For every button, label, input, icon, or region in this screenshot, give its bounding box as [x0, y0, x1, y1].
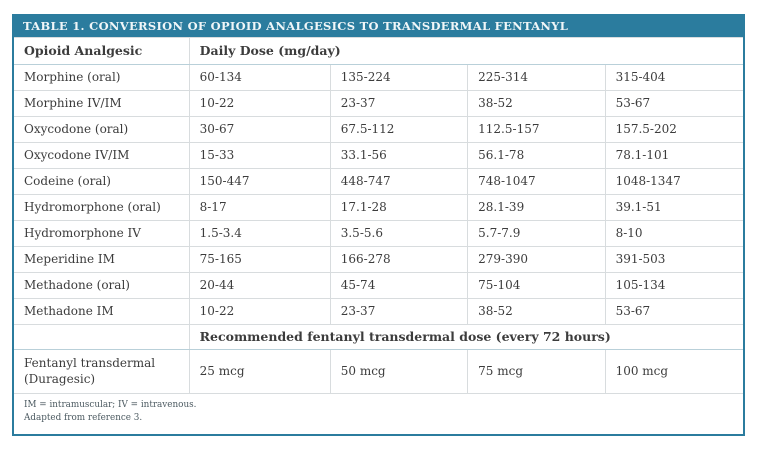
dose-cell: 279-390	[467, 245, 606, 273]
table-row: Morphine IV/IM 10-22 23-37 38-52 53-67	[12, 89, 745, 117]
dose-cell: 166-278	[329, 245, 469, 273]
fentanyl-section-row: Recommended fentanyl transdermal dose (e…	[12, 323, 745, 350]
drug-cell: Hydromorphone (oral)	[12, 193, 190, 221]
table-row: Morphine (oral) 60-134 135-224 225-314 315-4…	[12, 63, 745, 91]
table-row: Hydromorphone IV 1.5-3.4 3.5-5.6 5.7-7.9 8-1…	[12, 219, 745, 247]
dose-cell: 38-52	[467, 297, 606, 325]
dose-cell: 10-22	[188, 89, 331, 117]
footnote-row: IM = intramuscular; IV = intravenous. Ad…	[12, 392, 745, 436]
fentanyl-dose-cell: 100 mcg	[604, 348, 745, 394]
table-title: TABLE 1. CONVERSION OF OPIOID ANALGESICS…	[13, 15, 744, 37]
dose-cell: 448-747	[329, 167, 469, 195]
dose-column-header: Daily Dose (mg/day)	[188, 36, 745, 65]
dose-cell: 225-314	[467, 63, 606, 91]
opioid-conversion-table: TABLE 1. CONVERSION OF OPIOID ANALGESICS…	[12, 14, 745, 436]
dose-cell: 748-1047	[467, 167, 606, 195]
fentanyl-dose-cell: 75 mcg	[467, 348, 606, 394]
fentanyl-dose-cell: 25 mcg	[188, 348, 331, 394]
dose-cell: 10-22	[188, 297, 331, 325]
table-row: Oxycodone IV/IM 15-33 33.1-56 56.1-78 78.1-1…	[12, 141, 745, 169]
table-row: Methadone (oral) 20-44 45-74 75-104 105-134	[12, 271, 745, 299]
dose-cell: 135-224	[329, 63, 469, 91]
fentanyl-dose-cell: 50 mcg	[329, 348, 469, 394]
dose-cell: 23-37	[329, 297, 469, 325]
dose-cell: 60-134	[188, 63, 331, 91]
drug-cell: Morphine (oral)	[12, 63, 190, 91]
dose-cell: 78.1-101	[604, 141, 745, 169]
dose-cell: 33.1-56	[329, 141, 469, 169]
footnote: IM = intramuscular; IV = intravenous. Ad…	[12, 392, 745, 436]
dose-cell: 53-67	[604, 297, 745, 325]
fentanyl-section-header: Recommended fentanyl transdermal dose (e…	[188, 323, 745, 350]
dose-cell: 15-33	[188, 141, 331, 169]
dose-cell: 38-52	[467, 89, 606, 117]
drug-cell: Methadone IM	[12, 297, 190, 325]
footnote-line1: IM = intramuscular; IV = intravenous.	[24, 399, 197, 410]
column-header-row: Opioid Analgesic Daily Dose (mg/day)	[12, 36, 745, 65]
table-row: Codeine (oral) 150-447 448-747 748-1047 1048…	[12, 167, 745, 195]
dose-cell: 1.5-3.4	[188, 219, 331, 247]
drug-cell: Methadone (oral)	[12, 271, 190, 299]
fentanyl-dose-row: Fentanyl transdermal (Duragesic) 25 mcg …	[12, 348, 745, 394]
dose-cell: 23-37	[329, 89, 469, 117]
table-row: Meperidine IM 75-165 166-278 279-390 391-503	[12, 245, 745, 273]
dose-cell: 39.1-51	[604, 193, 745, 221]
drug-cell: Meperidine IM	[12, 245, 190, 273]
dose-cell: 53-67	[604, 89, 745, 117]
drug-cell: Codeine (oral)	[12, 167, 190, 195]
dose-cell: 150-447	[188, 167, 331, 195]
fentanyl-drug-line1: Fentanyl transdermal	[24, 355, 156, 370]
dose-cell: 67.5-112	[329, 115, 469, 143]
fentanyl-drug-line2: (Duragesic)	[24, 372, 96, 386]
dose-cell: 30-67	[188, 115, 331, 143]
dose-cell: 28.1-39	[467, 193, 606, 221]
drug-cell: Hydromorphone IV	[12, 219, 190, 247]
empty-cell	[12, 323, 190, 350]
dose-cell: 1048-1347	[604, 167, 745, 195]
dose-cell: 8-10	[604, 219, 745, 247]
dose-cell: 45-74	[329, 271, 469, 299]
table-row: Methadone IM 10-22 23-37 38-52 53-67	[12, 297, 745, 325]
drug-cell: Oxycodone IV/IM	[12, 141, 190, 169]
fentanyl-drug-cell: Fentanyl transdermal (Duragesic)	[12, 348, 190, 394]
dose-cell: 17.1-28	[329, 193, 469, 221]
table-row: Oxycodone (oral) 30-67 67.5-112 112.5-157 15…	[12, 115, 745, 143]
dose-cell: 20-44	[188, 271, 331, 299]
dose-cell: 75-165	[188, 245, 331, 273]
footnote-line2: Adapted from reference 3.	[24, 412, 143, 423]
drug-cell: Oxycodone (oral)	[12, 115, 190, 143]
dose-cell: 3.5-5.6	[329, 219, 469, 247]
dose-cell: 8-17	[188, 193, 331, 221]
dose-cell: 315-404	[604, 63, 745, 91]
dose-cell: 75-104	[467, 271, 606, 299]
dose-cell: 157.5-202	[604, 115, 745, 143]
drug-column-header: Opioid Analgesic	[12, 36, 190, 65]
table-row: Hydromorphone (oral) 8-17 17.1-28 28.1-39 39…	[12, 193, 745, 221]
dose-cell: 112.5-157	[467, 115, 606, 143]
drug-cell: Morphine IV/IM	[12, 89, 190, 117]
dose-cell: 56.1-78	[467, 141, 606, 169]
dose-cell: 391-503	[604, 245, 745, 273]
dose-cell: 105-134	[604, 271, 745, 299]
dose-cell: 5.7-7.9	[467, 219, 606, 247]
table-title-row: TABLE 1. CONVERSION OF OPIOID ANALGESICS…	[13, 15, 744, 37]
